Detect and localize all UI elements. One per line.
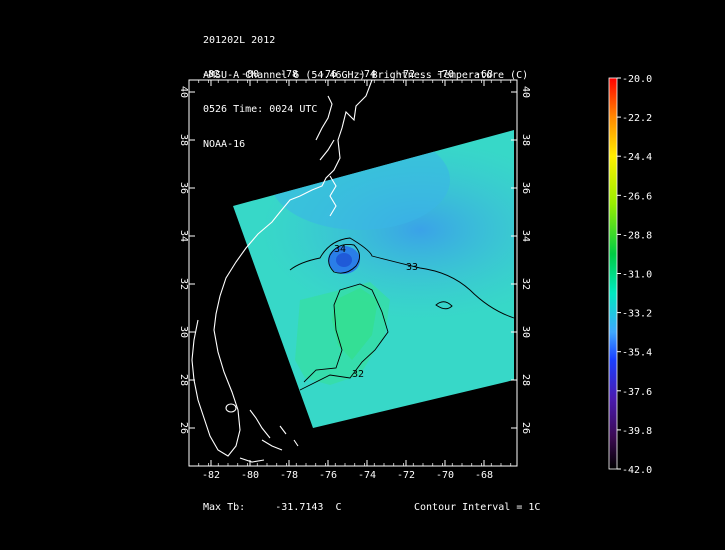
colorbar (608, 77, 618, 470)
lon-tick-label-top: -68 (475, 69, 493, 80)
lat-tick-label-right: 26 (520, 422, 531, 434)
lon-tick-label-bottom: -82 (202, 470, 220, 481)
lat-tick-label-right: 34 (520, 230, 531, 242)
header-product: AMSU-A Channel 6 (54.46GHz) Brightness T… (203, 69, 529, 81)
lon-tick-label-bottom: -72 (397, 470, 415, 481)
lat-tick-label-left: 38 (178, 134, 189, 146)
lat-tick-label-right: 28 (520, 374, 531, 386)
map-ticks: -82 -82 -80 -80 -78 -78 -76 -76 -74 -74 -72 -72 -70 -… (178, 69, 531, 481)
max-tb-label: Max Tb: (203, 502, 246, 513)
lat-tick-label-left: 36 (178, 182, 189, 194)
contour-label-34: 34 (334, 244, 346, 255)
lat-tick-label-left: 28 (178, 374, 189, 386)
lat-tick-label-right: 38 (520, 134, 531, 146)
lon-tick-label-top: -78 (280, 69, 298, 80)
header-satellite: NOAA-16 (203, 138, 246, 150)
lat-tick-label-right: 32 (520, 278, 531, 290)
colorbar-label: -31.0 (622, 270, 652, 281)
lat-tick-label-left: 32 (178, 278, 189, 290)
lon-tick-label-bottom: -78 (280, 470, 298, 481)
colorbar-label: -24.4 (622, 152, 652, 163)
lat-tick-label-right: 40 (520, 86, 531, 98)
lat-tick-label-left: 40 (178, 86, 189, 98)
lon-tick-label-top: -72 (397, 69, 415, 80)
lon-tick-label-bottom: -76 (319, 470, 337, 481)
lon-tick-label-bottom: -80 (241, 470, 259, 481)
lon-tick-label-top: -74 (358, 69, 376, 80)
colorbar-label: -33.2 (622, 309, 652, 320)
colorbar-label: -39.8 (622, 426, 652, 437)
lon-tick-label-bottom: -74 (358, 470, 376, 481)
contour-label-33: 33 (406, 262, 418, 273)
map-frame (188, 79, 518, 467)
swath: 34 33 32 (233, 130, 515, 428)
colorbar-label: -28.8 (622, 230, 652, 241)
contour-label-32: 32 (352, 369, 364, 380)
header-storm-id: 201202L 2012 (203, 35, 276, 46)
colorbar-label: -20.0 (622, 74, 652, 85)
colorbar-label: -35.4 (622, 348, 652, 359)
lon-tick-label-top: -76 (319, 69, 337, 80)
max-tb-value: -31.7143 (275, 502, 324, 513)
lat-tick-label-left: 30 (178, 326, 189, 338)
contour-34 (328, 244, 360, 274)
lon-tick-label-top: -80 (241, 69, 259, 80)
colorbar-label: -22.2 (622, 113, 652, 124)
colorbar-ticks: -20.0 -22.2 -24.4 -26.6 -28.8 -31.0 -33.2 -35.4… (617, 74, 652, 476)
lat-tick-label-right: 36 (520, 182, 531, 194)
lon-tick-label-bottom: -68 (475, 470, 493, 481)
contour-33 (289, 237, 515, 319)
lon-tick-label-top: -82 (202, 69, 220, 80)
header-time: 0526 Time: 0024 UTC (203, 104, 318, 115)
colorbar-label: -26.6 (622, 191, 652, 202)
contour-33-small (435, 301, 453, 310)
colorbar-label: -42.0 (622, 465, 652, 476)
footer-max: Max Tb: -31.7143 C (203, 502, 342, 513)
coastline (191, 79, 373, 463)
lat-tick-label-left: 26 (178, 422, 189, 434)
contour-interval: Contour Interval = 1C (414, 502, 541, 513)
lat-tick-label-right: 30 (520, 326, 531, 338)
colorbar-label: -37.6 (622, 387, 652, 398)
lon-tick-label-top: -70 (436, 69, 454, 80)
contour-32 (299, 283, 389, 391)
header: 201202L 2012 AMSU-A Channel 6 (54.46GHz)… (203, 12, 528, 162)
lat-tick-label-left: 34 (178, 230, 189, 242)
lon-tick-label-bottom: -70 (436, 470, 454, 481)
max-tb-unit: C (335, 502, 342, 513)
